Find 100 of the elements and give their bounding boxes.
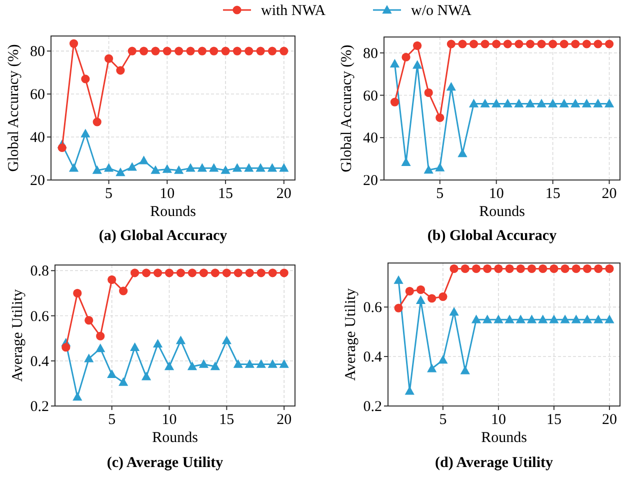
point	[436, 113, 444, 122]
y-tick-label: 0.4	[30, 354, 50, 370]
point	[604, 40, 614, 48]
point	[210, 362, 220, 370]
point	[256, 268, 266, 278]
point	[538, 314, 548, 324]
point	[267, 163, 278, 172]
x-tick-label: 5	[439, 412, 447, 428]
x-tick-label: 10	[490, 412, 506, 428]
point	[140, 46, 148, 56]
point	[153, 268, 162, 278]
point	[412, 60, 422, 69]
point	[458, 40, 467, 48]
point	[130, 268, 140, 278]
point	[460, 264, 470, 273]
y-tick-label: 0.6	[363, 300, 382, 316]
point	[176, 268, 186, 278]
text: (d) Average Utility	[434, 455, 554, 471]
text: (a) Global Accuracy	[98, 228, 228, 244]
point	[280, 268, 288, 278]
point	[469, 40, 478, 48]
point	[416, 295, 426, 304]
y-tick-label: 40	[363, 130, 378, 147]
point	[174, 165, 184, 174]
point	[594, 314, 604, 324]
point	[424, 165, 434, 174]
point	[394, 275, 404, 284]
y-tick-label: 0.6	[30, 308, 50, 325]
point	[151, 46, 160, 56]
point	[92, 118, 102, 126]
point	[188, 268, 197, 278]
point	[538, 264, 548, 273]
point	[390, 98, 400, 106]
point	[402, 52, 410, 62]
point	[119, 286, 128, 296]
point	[503, 40, 512, 48]
point	[80, 128, 90, 138]
point	[435, 162, 445, 172]
point	[96, 332, 105, 340]
point	[560, 40, 568, 48]
point	[162, 164, 172, 173]
point	[210, 268, 220, 278]
point	[268, 359, 278, 368]
point	[176, 336, 186, 344]
y-tick-label: 80	[363, 46, 378, 62]
point	[197, 163, 207, 172]
point	[92, 165, 102, 174]
y-tick-label: 0.8	[30, 264, 49, 280]
x-tick-label: 20	[602, 186, 617, 202]
point	[446, 82, 456, 91]
point	[199, 268, 208, 278]
point	[142, 268, 151, 278]
point	[492, 40, 501, 48]
point	[424, 88, 433, 98]
point	[108, 275, 116, 284]
text: (c) Average Utility	[106, 455, 224, 471]
point	[413, 41, 422, 50]
point	[582, 264, 592, 273]
y-tick-label: 20	[30, 173, 45, 189]
point	[449, 306, 459, 316]
point	[390, 58, 400, 68]
point	[174, 46, 184, 56]
point	[209, 163, 219, 172]
point	[594, 40, 602, 48]
point	[527, 264, 536, 273]
point	[244, 359, 254, 368]
point	[416, 285, 426, 294]
point	[560, 264, 570, 273]
point	[468, 98, 479, 108]
point	[405, 286, 414, 296]
point	[84, 316, 94, 325]
point	[494, 264, 503, 273]
point	[84, 354, 94, 362]
x-tick-label: 5	[436, 186, 444, 202]
point	[427, 364, 437, 372]
y-tick-label: 0.2	[363, 399, 382, 415]
point	[162, 46, 172, 56]
legend-label: with NWA	[261, 3, 326, 19]
point	[548, 40, 558, 48]
y-axis-title: Average Utility	[343, 288, 359, 381]
point	[58, 143, 66, 152]
point	[525, 98, 536, 108]
point	[492, 98, 502, 108]
point	[494, 314, 504, 324]
point	[571, 40, 580, 48]
point	[130, 342, 140, 351]
point	[232, 46, 242, 56]
point	[268, 268, 277, 278]
point	[550, 264, 558, 273]
x-axis-title: Rounds	[479, 204, 526, 220]
point	[505, 264, 514, 273]
point	[572, 264, 580, 273]
x-axis-title: Rounds	[481, 430, 528, 446]
y-axis-title: Average Utility	[10, 288, 26, 382]
point	[104, 54, 114, 63]
point	[438, 292, 448, 301]
point	[571, 314, 581, 324]
point	[560, 314, 570, 324]
point	[582, 314, 592, 324]
point	[220, 165, 230, 174]
